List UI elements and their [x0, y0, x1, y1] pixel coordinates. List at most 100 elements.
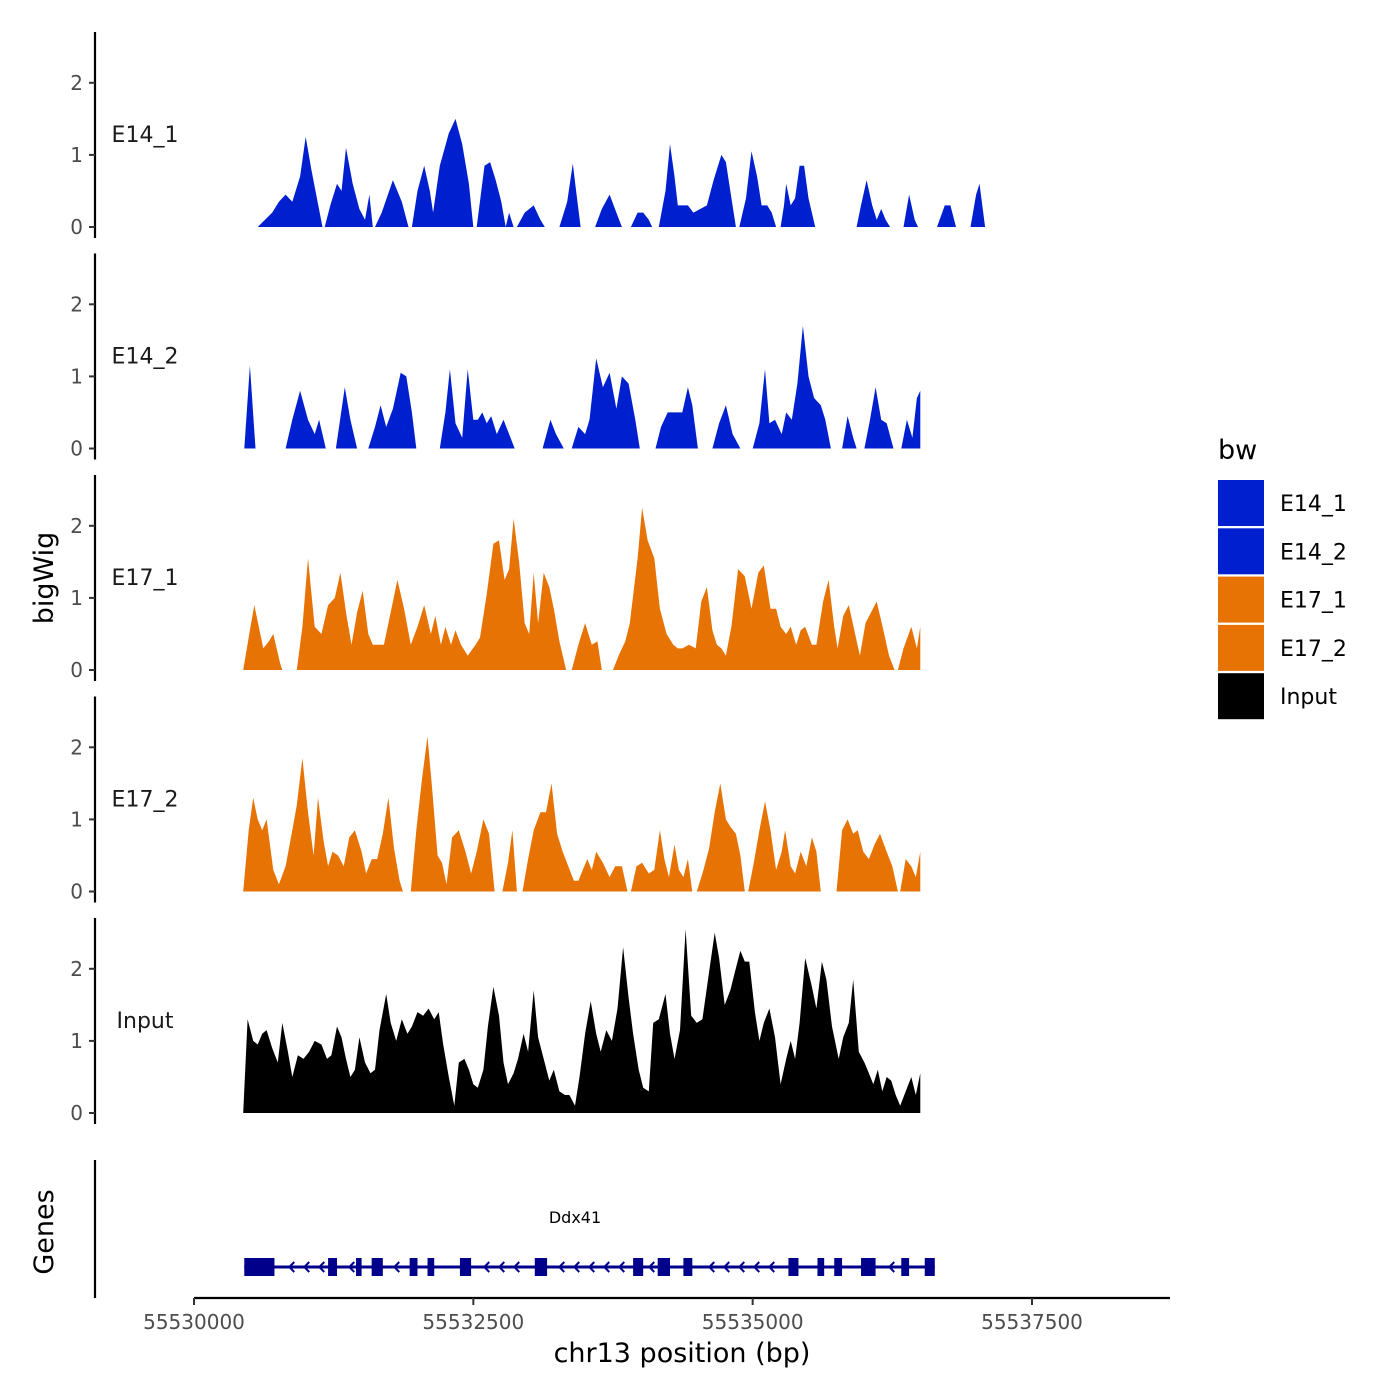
- coverage-area-e17_1: [571, 623, 602, 670]
- exon-block: [356, 1258, 362, 1276]
- coverage-area-e17_1: [897, 626, 921, 670]
- coverage-area-e17_2: [630, 783, 745, 892]
- y-axis-title: bigWig: [29, 532, 60, 625]
- legend-label-e17_2: E17_2: [1280, 637, 1347, 662]
- coverage-area-e14_1: [257, 118, 816, 227]
- exon-block: [427, 1258, 435, 1276]
- strand-arrow: [587, 1261, 595, 1273]
- coverage-area-e17_1: [296, 518, 567, 670]
- x-axis-title: chr13 position (bp): [554, 1338, 811, 1369]
- strand-arrow: [317, 1261, 325, 1273]
- y-tick-label: 0: [70, 658, 83, 682]
- coverage-area-e17_2: [836, 819, 898, 892]
- track-label-input: Input: [117, 1009, 174, 1034]
- x-tick-label: 55537500: [981, 1310, 1083, 1334]
- strand-arrow: [557, 1261, 565, 1273]
- strand-arrow: [752, 1261, 760, 1273]
- y-tick-label: 2: [70, 71, 83, 95]
- strand-arrow: [482, 1261, 490, 1273]
- track-label-e14_1: E14_1: [112, 123, 179, 148]
- track-panel-input: 0 1 2 Input: [70, 918, 921, 1125]
- strand-arrow: [347, 1261, 355, 1273]
- coverage-area-e14_2: [712, 325, 921, 449]
- legend-key-e17_2: [1218, 624, 1264, 671]
- strand-arrow: [497, 1261, 505, 1273]
- strand-arrow: [647, 1261, 655, 1273]
- legend-key-e17_1: [1218, 576, 1264, 623]
- y-tick-label: 1: [70, 1029, 83, 1053]
- y-tick-label: 2: [70, 957, 83, 981]
- exon-block: [459, 1258, 472, 1276]
- exon-block: [861, 1258, 876, 1276]
- exon-block: [244, 1258, 275, 1276]
- y-tick-label: 1: [70, 364, 83, 388]
- coverage-area-e14_2: [335, 358, 698, 449]
- strand-arrow: [302, 1261, 310, 1273]
- gene-panel: Ddx41: [93, 1160, 935, 1298]
- strand-arrow: [887, 1261, 895, 1273]
- strand-arrow: [572, 1261, 580, 1273]
- y-tick-label: 0: [70, 215, 83, 239]
- legend-label-e14_1: E14_1: [1280, 492, 1347, 517]
- coverage-area-e17_2: [522, 783, 628, 892]
- legend: bw E14_1 E14_2 E17_1 E17_2 Input: [1218, 435, 1347, 720]
- exon-block: [683, 1258, 693, 1276]
- exon-block: [633, 1258, 644, 1276]
- x-tick-label: 55535000: [702, 1310, 804, 1334]
- strand-arrow: [737, 1261, 745, 1273]
- gene-ddx41: Ddx41: [244, 1208, 935, 1276]
- track-panel-e17_1: 0 1 2 E17_1: [70, 475, 921, 682]
- exon-block: [409, 1258, 418, 1276]
- y-tick-label: 0: [70, 1101, 83, 1125]
- legend-label-input: Input: [1280, 685, 1337, 710]
- strand-arrow: [617, 1261, 625, 1273]
- track-label-e14_2: E14_2: [112, 345, 179, 370]
- genes-panel-title: Genes: [29, 1189, 60, 1274]
- exon-block: [924, 1258, 935, 1276]
- legend-key-e14_1: [1218, 480, 1264, 526]
- legend-label-e14_2: E14_2: [1280, 540, 1347, 565]
- coverage-area-e17_2: [900, 851, 921, 892]
- track-panel-e14_1: 0 1 2 E14_1: [70, 32, 986, 239]
- strand-arrow: [767, 1261, 775, 1273]
- track-panels: 0 1 2 E14_1 0 1 2 E14_2 0 1 2 E17_1 0 1 2 E17_2 0 1 2 Input: [70, 32, 986, 1125]
- coverage-area-e14_2: [285, 390, 326, 449]
- track-panel-e14_2: 0 1 2 E14_2: [70, 253, 921, 461]
- coverage-area-e17_2: [502, 830, 517, 892]
- strand-arrow: [287, 1261, 295, 1273]
- x-axis: 55530000 55532500 55535000 55537500: [143, 1296, 1170, 1334]
- strand-arrow: [512, 1261, 520, 1273]
- coverage-area-e14_1: [856, 180, 986, 227]
- coverage-area-e17_2: [410, 736, 495, 892]
- y-tick-label: 1: [70, 807, 83, 831]
- y-tick-label: 0: [70, 880, 83, 904]
- strand-arrow: [707, 1261, 715, 1273]
- exon-block: [328, 1258, 338, 1276]
- y-tick-label: 1: [70, 586, 83, 610]
- coverage-area-input: [243, 929, 921, 1113]
- exon-block: [817, 1258, 825, 1276]
- exon-block: [657, 1258, 670, 1276]
- exon-block: [834, 1258, 843, 1276]
- exon-block: [901, 1258, 910, 1276]
- exon-block: [788, 1258, 799, 1276]
- legend-label-e17_1: E17_1: [1280, 589, 1347, 614]
- coverage-area-e17_1: [613, 507, 895, 670]
- track-label-e17_1: E17_1: [112, 566, 179, 591]
- coverage-area-e14_2: [244, 365, 256, 449]
- y-tick-label: 2: [70, 735, 83, 759]
- legend-key-e14_2: [1218, 528, 1264, 575]
- gene-label-ddx41: Ddx41: [549, 1208, 601, 1227]
- strand-arrow: [602, 1261, 610, 1273]
- track-label-e17_2: E17_2: [112, 788, 179, 813]
- exon-block: [534, 1258, 548, 1276]
- coverage-area-e17_1: [243, 605, 283, 670]
- coverage-area-e17_2: [243, 758, 403, 892]
- y-tick-label: 0: [70, 437, 83, 461]
- x-tick-label: 55532500: [422, 1310, 524, 1334]
- exon-block: [371, 1258, 383, 1276]
- coverage-area-e17_2: [748, 801, 821, 892]
- legend-key-input: [1218, 673, 1264, 720]
- y-tick-label: 1: [70, 143, 83, 167]
